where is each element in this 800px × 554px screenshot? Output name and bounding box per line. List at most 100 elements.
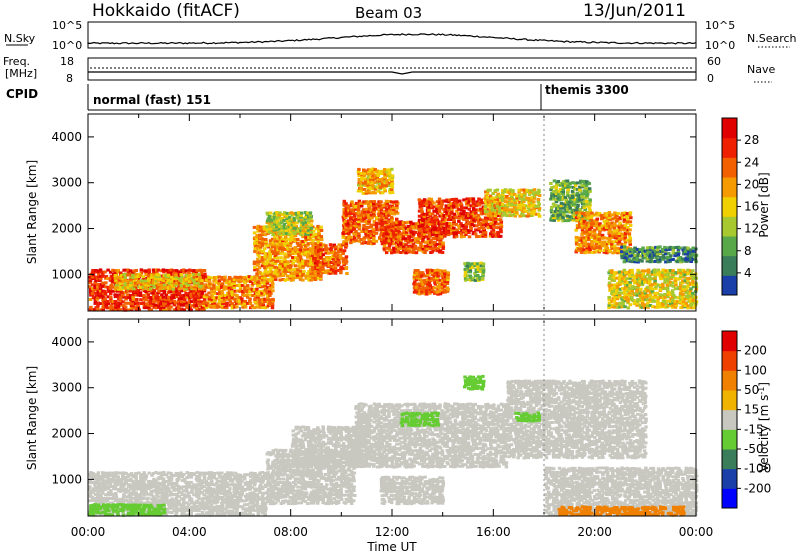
heat-cell-power <box>281 264 286 268</box>
heat-cell-power <box>622 243 627 247</box>
heat-cell-power <box>575 193 579 197</box>
heat-cell-power <box>94 291 98 295</box>
heat-cell-power <box>350 200 354 204</box>
heat-cell-power <box>161 268 166 272</box>
heat-cell-power <box>454 216 459 220</box>
heat-cell-power <box>554 208 559 212</box>
heat-cell-power <box>98 292 103 296</box>
heat-cell-power <box>498 200 503 204</box>
heat-cell-power <box>374 223 378 227</box>
heat-cell-power <box>507 208 511 212</box>
heat-cell-power <box>610 246 614 250</box>
heat-cell-power <box>445 280 450 283</box>
heat-cell-power <box>285 278 290 281</box>
heat-cell-power <box>474 216 479 220</box>
heat-cell-power <box>415 290 419 294</box>
heat-cell-power <box>474 228 478 232</box>
heat-cell-power <box>260 291 264 295</box>
heat-cell-power <box>583 236 587 240</box>
heat-cell-power <box>468 270 473 274</box>
heat-cell-power <box>585 244 589 248</box>
heat-cell-power <box>368 175 373 179</box>
heat-cell-power <box>287 217 292 221</box>
heat-cell-power <box>382 247 386 251</box>
heat-cell-power <box>440 282 445 286</box>
heat-cell-power <box>295 270 300 274</box>
heat-cell-power <box>462 234 466 238</box>
heat-cell-power <box>496 192 500 196</box>
heat-cell-power <box>388 175 392 179</box>
heat-cell-power <box>418 283 422 287</box>
heat-cell-power <box>552 218 556 222</box>
heat-cell-power <box>425 201 429 205</box>
heat-cell-power <box>440 224 444 228</box>
heat-cell-power <box>438 214 442 218</box>
heat-cell-power <box>301 262 305 266</box>
heat-cell-power <box>428 234 432 238</box>
heat-cell-power <box>170 297 174 301</box>
heat-cell-power <box>582 206 586 209</box>
heat-cell-power <box>580 222 584 225</box>
heat-cell-power <box>131 299 135 303</box>
heat-cell-power <box>140 282 144 286</box>
heat-cell-power <box>374 185 378 189</box>
heat-cell-power <box>471 212 476 216</box>
heat-cell-power <box>426 244 430 248</box>
heat-cell-power <box>418 277 422 280</box>
heat-cell-power <box>342 202 346 206</box>
heat-cell-power <box>483 200 488 204</box>
heat-cell-power <box>600 240 604 244</box>
heat-cell-power <box>603 212 607 216</box>
heat-cell-power <box>382 226 386 230</box>
heat-cell-power <box>366 212 371 216</box>
heat-cell-power <box>188 291 192 295</box>
heat-cell-power <box>641 246 645 250</box>
heat-cell-power <box>273 237 277 241</box>
heat-cell-power <box>481 272 485 276</box>
heat-cell-power <box>435 218 440 222</box>
heat-cell-power <box>301 278 305 282</box>
heat-cell-power <box>260 258 264 262</box>
heat-cell-power <box>530 196 534 200</box>
heat-cell-power <box>554 204 558 208</box>
heat-cell-power <box>536 192 541 196</box>
freq-tick-low: 8 <box>66 72 73 85</box>
heat-cell-power <box>486 222 490 226</box>
heat-cell-power <box>273 215 277 219</box>
heat-cell-power <box>221 302 225 306</box>
heat-cell-power <box>387 248 392 252</box>
heat-cell-power <box>344 202 348 206</box>
heat-cell-power <box>385 212 389 216</box>
heat-cell-power <box>459 232 464 236</box>
heat-cell-power <box>387 184 392 188</box>
heat-cell-power <box>603 222 607 226</box>
heat-cell-power <box>338 256 343 260</box>
heat-cell-power <box>129 293 133 297</box>
heat-cell-power <box>333 271 338 275</box>
heat-cell-power <box>692 306 696 310</box>
heat-cell-power <box>283 242 287 246</box>
heat-cell-power <box>301 266 305 270</box>
heat-cell-power <box>99 270 103 274</box>
heat-cell-power <box>372 205 376 209</box>
heat-cell-power <box>387 170 392 174</box>
heat-cell-power <box>394 210 398 214</box>
heat-cell-power <box>222 297 227 301</box>
heat-cell-power <box>577 248 581 252</box>
heat-cell-power <box>301 259 305 263</box>
heat-cell-power <box>486 200 491 204</box>
nsearch-tick-high: 10^5 <box>705 19 735 32</box>
heat-cell-power <box>342 240 346 244</box>
heat-cell-power <box>278 265 282 269</box>
heat-cell-power <box>433 290 437 294</box>
heat-cell-power <box>387 218 391 222</box>
heat-cell-power <box>162 288 167 292</box>
heat-cell-power <box>562 212 566 216</box>
heat-cell-power <box>584 221 589 225</box>
heat-cell-power <box>431 223 435 227</box>
heat-cell-power <box>450 207 454 211</box>
heat-cell-power <box>221 306 225 310</box>
heat-cell-power <box>260 274 264 278</box>
heat-cell-power <box>280 225 284 229</box>
heat-cell-power <box>217 279 222 283</box>
